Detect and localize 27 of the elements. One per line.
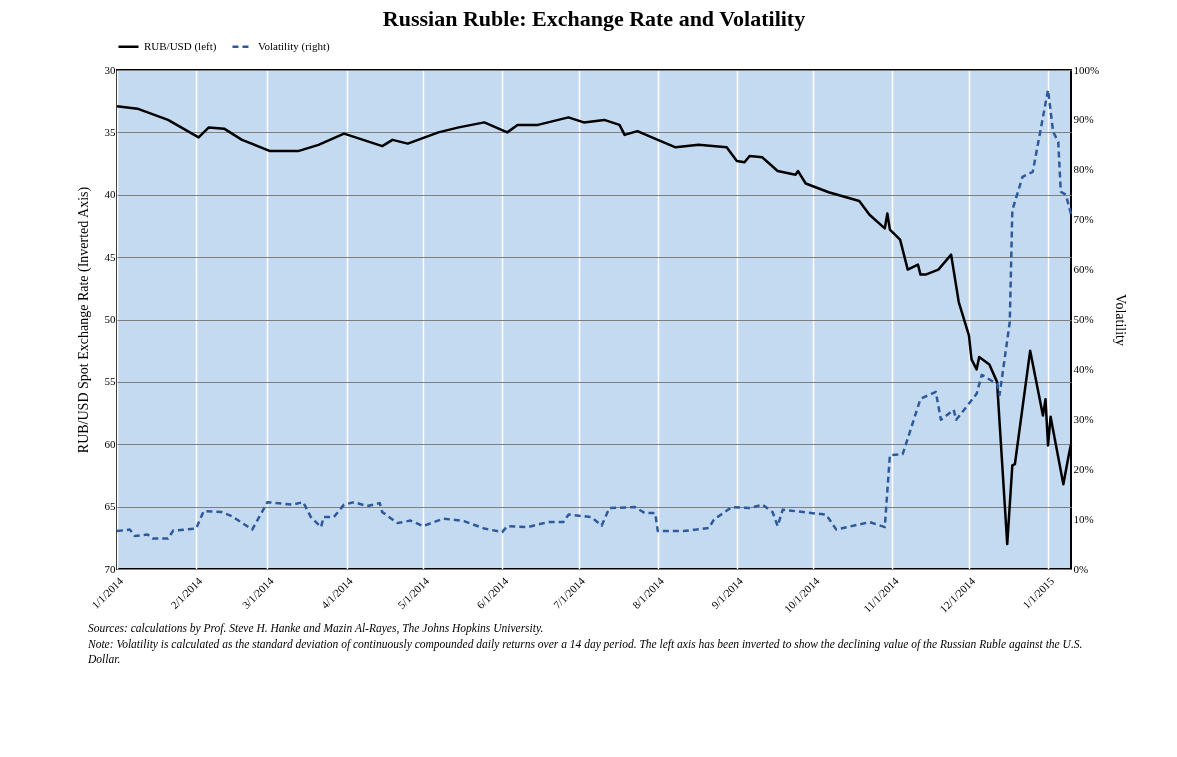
y-tick-label: 45 — [104, 250, 116, 263]
legend-label: RUB/USD (left) — [144, 39, 217, 53]
y-tick-label: 65 — [104, 500, 116, 513]
y-tick-label: 30 — [104, 63, 116, 76]
y2-tick-label: 20% — [1073, 462, 1094, 475]
y2-tick-label: 100% — [1073, 63, 1100, 76]
y-tick-label: 40 — [104, 188, 116, 201]
y2-tick-label: 60% — [1073, 263, 1094, 276]
y2-tick-label: 90% — [1073, 113, 1094, 126]
y-tick-label: 60 — [104, 437, 116, 450]
legend-label: Volatility (right) — [258, 39, 330, 53]
y2-tick-label: 50% — [1073, 313, 1094, 325]
y-tick-label: 50 — [104, 313, 116, 325]
text: Note: Volatility is calculated as the standard deviation of continuously compounded daily returns over a 14 day period. The left axis has been inverted to show the declining value of the Russian Ruble against the U.S. Dollar. — [88, 636, 1084, 668]
chart-title: Russian Ruble: Exchange Rate and Volatility — [382, 6, 806, 31]
source-note: Sources: calculations by Prof. Steve H. Hanke and Mazin Al-Rayes, The Johns Hopkins University. — [88, 621, 545, 637]
y-tick-label: 55 — [104, 375, 116, 388]
y2-tick-label: 10% — [1073, 512, 1094, 525]
y2-tick-label: 40% — [1073, 362, 1094, 375]
y-axis-title: RUB/USD Spot Exchange Rate (Inverted Axis) — [75, 186, 92, 454]
y-tick-label: 70 — [104, 562, 116, 575]
y2-tick-label: 70% — [1073, 213, 1094, 226]
y2-axis-title: Volatility — [1113, 294, 1129, 346]
y-tick-label: 35 — [104, 125, 116, 138]
y2-tick-label: 30% — [1073, 412, 1094, 425]
y2-tick-label: 80% — [1073, 163, 1094, 176]
y2-tick-label: 0% — [1073, 562, 1089, 575]
